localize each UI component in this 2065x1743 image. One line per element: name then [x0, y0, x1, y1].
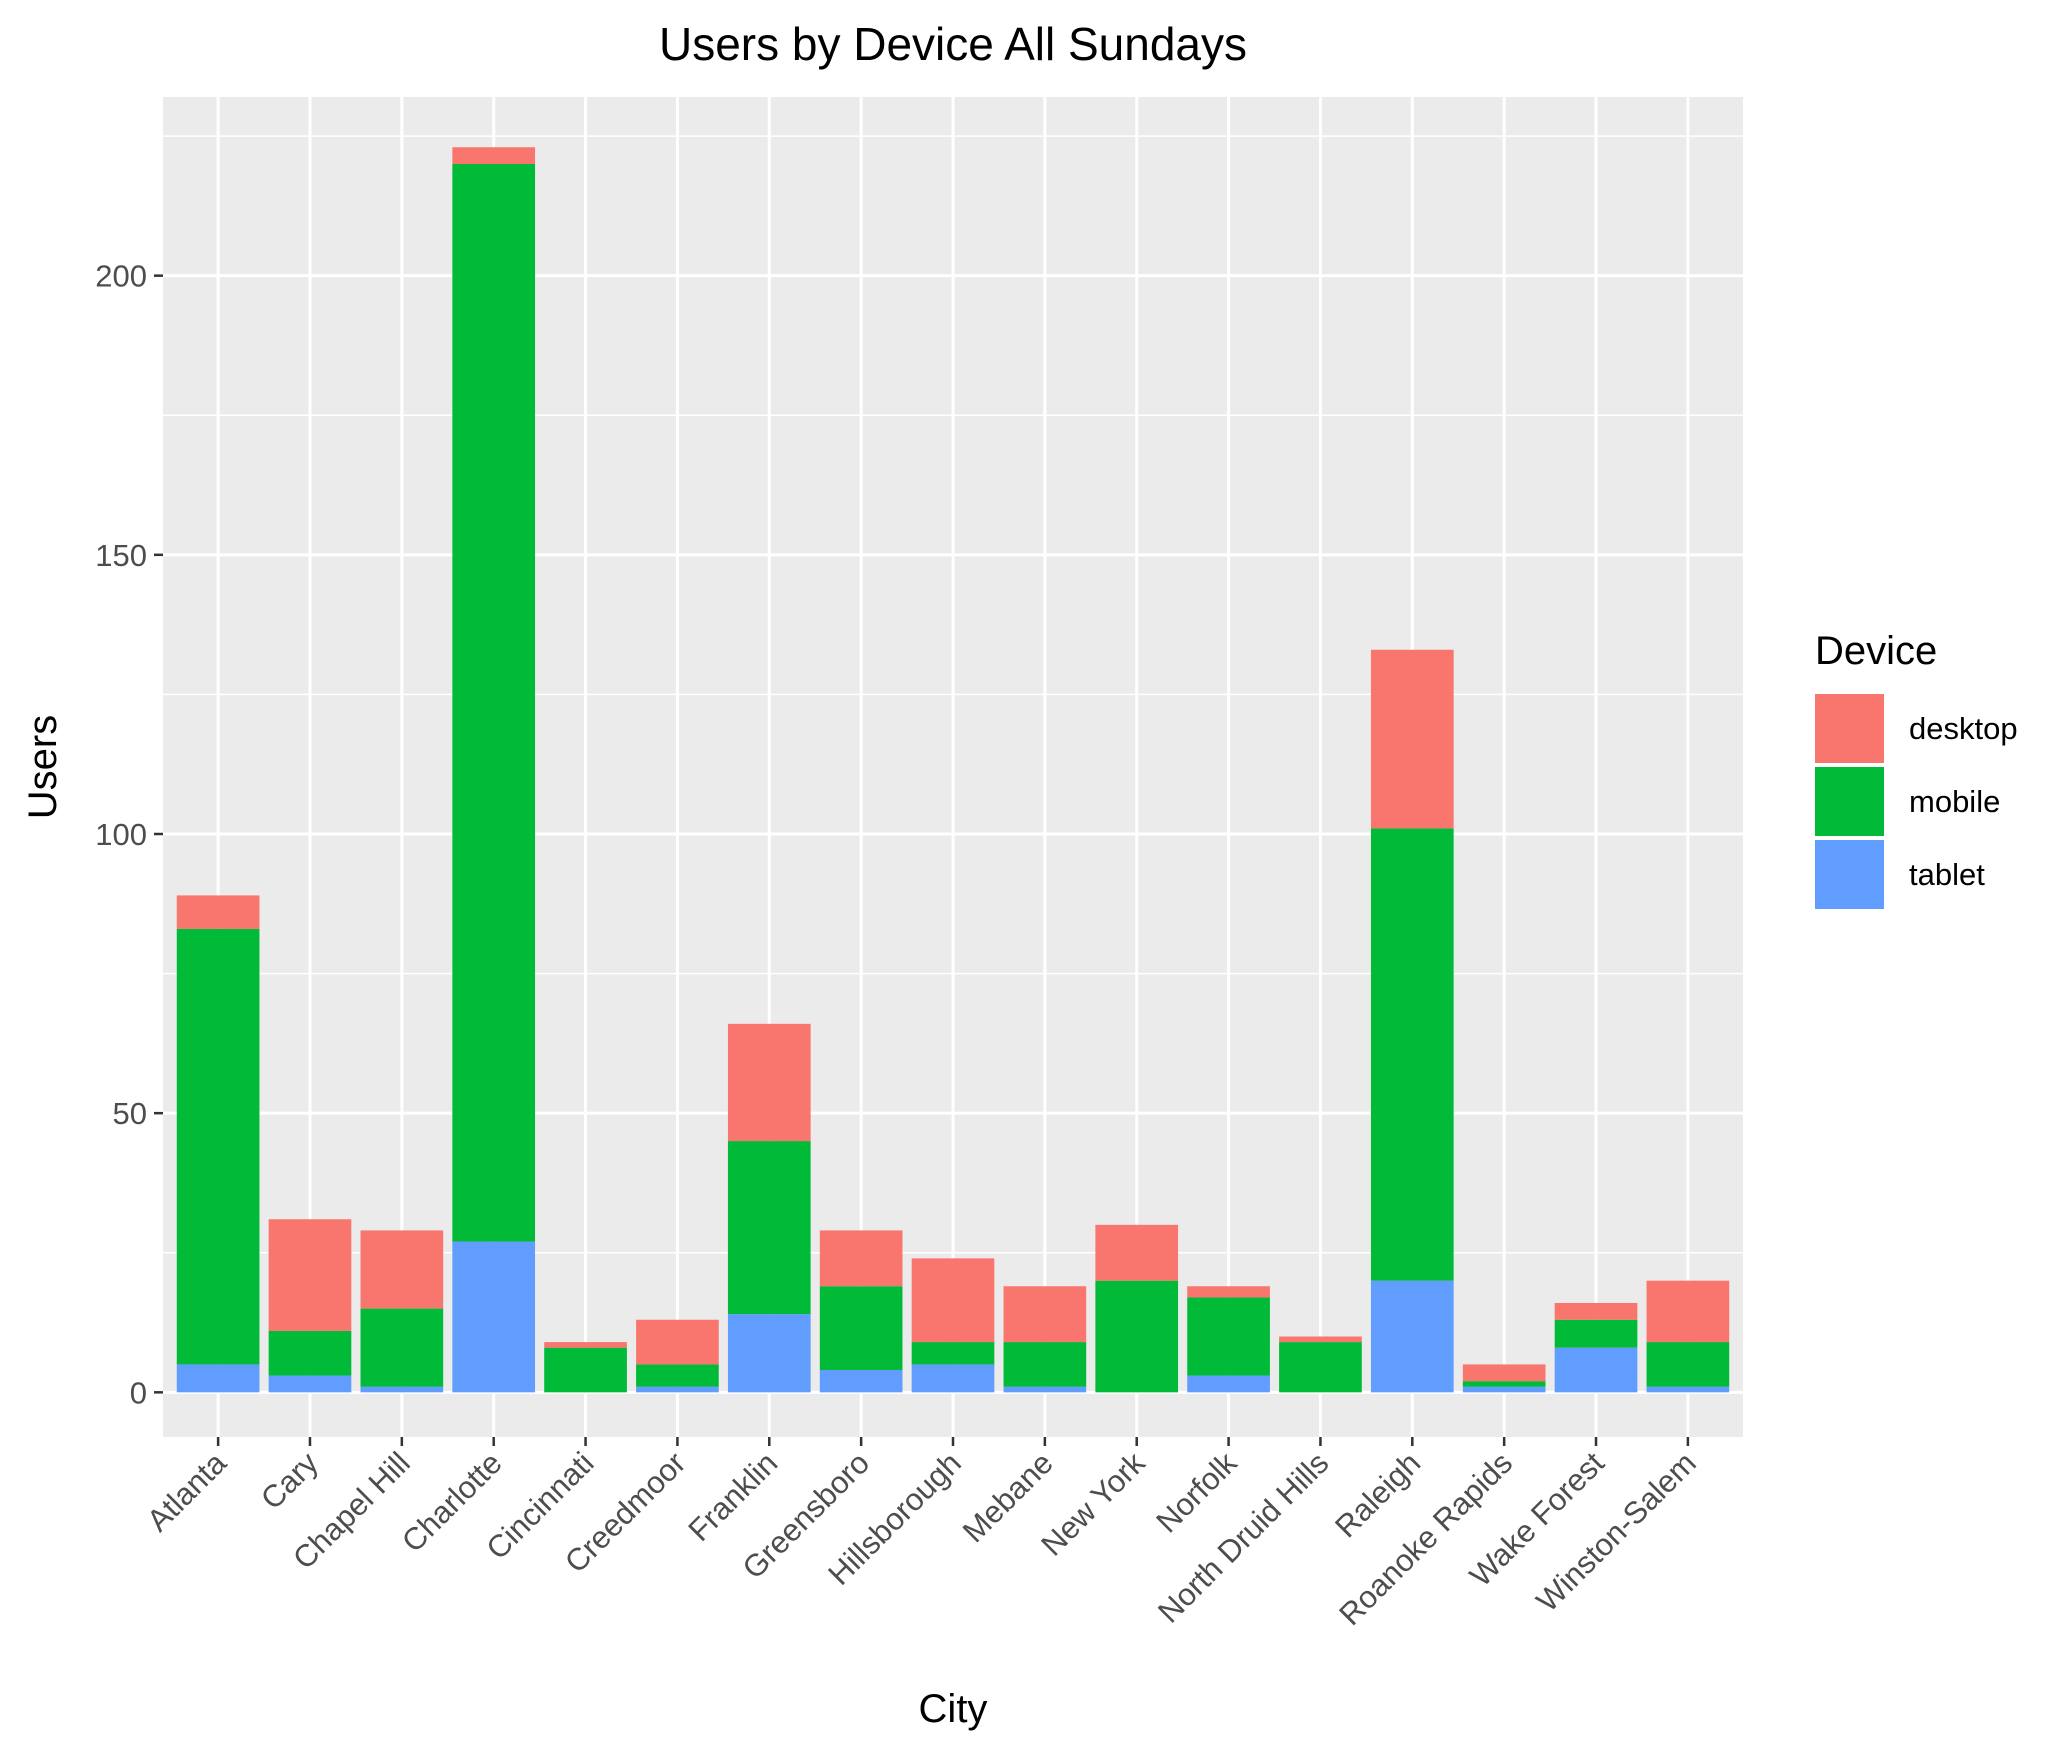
bar-mobile — [1187, 1297, 1270, 1376]
bar-tablet — [1370, 1280, 1454, 1393]
bar-tablet — [911, 1364, 995, 1393]
bar-mobile — [360, 1308, 444, 1387]
bar-mobile — [1646, 1342, 1730, 1387]
bar-desktop — [1095, 1224, 1179, 1281]
bar-desktop — [1279, 1336, 1362, 1343]
bar-tablet — [268, 1375, 352, 1393]
legend-label-desktop: desktop — [1909, 711, 2018, 746]
bar-mobile — [268, 1330, 352, 1376]
y-tick-label: 200 — [95, 259, 147, 294]
bar-desktop — [1646, 1280, 1730, 1343]
bar-desktop — [1187, 1286, 1270, 1298]
bar-mobile — [1462, 1381, 1546, 1387]
y-tick-label: 100 — [95, 817, 147, 852]
legend-label-mobile: mobile — [1909, 784, 2000, 819]
bar-tablet — [1554, 1347, 1638, 1393]
y-tick-label: 0 — [130, 1375, 147, 1410]
legend-key-mobile — [1815, 767, 1884, 836]
legend-label-tablet: tablet — [1909, 857, 1985, 892]
bar-desktop — [360, 1230, 444, 1309]
bar-tablet — [176, 1364, 260, 1393]
bar-tablet — [1462, 1386, 1546, 1393]
bar-mobile — [176, 928, 260, 1365]
bar-mobile — [1003, 1342, 1087, 1387]
y-axis-title: Users — [21, 715, 65, 819]
bar-tablet — [819, 1370, 903, 1393]
y-axis-ticks: 0 50 100 150 200 — [95, 259, 163, 1410]
bar-desktop — [268, 1219, 352, 1331]
bar-desktop — [176, 895, 260, 929]
bar-mobile — [911, 1342, 995, 1365]
bar-mobile — [1279, 1342, 1362, 1393]
legend-title: Device — [1815, 629, 1937, 673]
bar-mobile — [452, 164, 536, 1242]
bar-tablet — [727, 1314, 811, 1393]
bar-desktop — [452, 147, 536, 164]
bars — [176, 147, 1730, 1393]
x-axis-title: City — [919, 1687, 988, 1731]
bar-desktop — [819, 1230, 903, 1287]
legend-key-desktop — [1815, 694, 1884, 763]
bar-mobile — [1554, 1319, 1638, 1348]
bar-desktop — [1554, 1303, 1638, 1320]
bar-tablet — [360, 1386, 444, 1393]
chart-title: Users by Device All Sundays — [659, 18, 1247, 70]
legend-key-tablet — [1815, 840, 1884, 909]
bar-desktop — [911, 1258, 995, 1343]
bar-mobile — [819, 1286, 903, 1370]
bar-mobile — [727, 1141, 811, 1315]
bar-desktop — [727, 1023, 811, 1142]
bar-mobile — [1370, 828, 1454, 1281]
bar-tablet — [1003, 1386, 1087, 1393]
bar-mobile — [1095, 1280, 1179, 1393]
bar-desktop — [1003, 1286, 1087, 1343]
bar-mobile — [636, 1364, 719, 1387]
bar-desktop — [1370, 649, 1454, 829]
bar-tablet — [1646, 1386, 1730, 1393]
y-tick-label: 150 — [95, 538, 147, 573]
bar-desktop — [544, 1342, 627, 1348]
bar-desktop — [636, 1319, 719, 1365]
bar-tablet — [1187, 1375, 1270, 1393]
bar-tablet — [452, 1241, 536, 1393]
bar-desktop — [1462, 1364, 1546, 1382]
legend: desktop mobile tablet — [1815, 694, 2018, 909]
y-tick-label: 50 — [113, 1096, 147, 1131]
bar-tablet — [636, 1386, 719, 1393]
bar-mobile — [544, 1347, 627, 1393]
